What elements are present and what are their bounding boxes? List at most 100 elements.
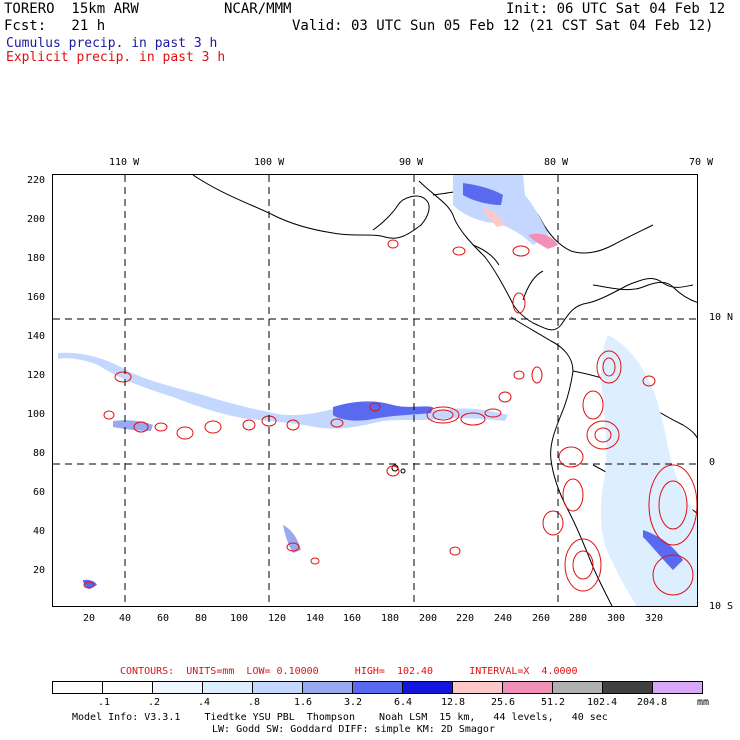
legend-label: 12.8 — [441, 697, 466, 708]
legend-label: 1.6 — [294, 697, 313, 708]
caribbean-precip-heavy — [483, 207, 505, 227]
country-borders — [472, 244, 544, 301]
x-label: 40 — [119, 613, 132, 624]
model-info-line1: Model Info: V3.3.1 Tiedtke YSU PBL Thomp… — [72, 712, 608, 723]
legend-swatch — [303, 682, 353, 693]
legend-swatch — [353, 682, 403, 693]
lon-label: 80 W — [544, 157, 569, 168]
graticule — [53, 175, 697, 606]
x-label: 240 — [494, 613, 513, 624]
legend-label: .4 — [198, 697, 211, 708]
explicit-precip-contours — [83, 239, 697, 596]
x-label: 100 — [230, 613, 249, 624]
y-label: 80 — [33, 448, 46, 459]
x-label: 120 — [268, 613, 287, 624]
y-label: 20 — [33, 565, 46, 576]
galapagos-island — [400, 468, 406, 474]
legend-label: 3.2 — [344, 697, 363, 708]
contour-info: CONTOURS: UNITS=mm LOW= 0.10000 HIGH= 10… — [120, 666, 578, 677]
y-label: 100 — [27, 409, 46, 420]
y-label: 60 — [33, 487, 46, 498]
legend-label: 204.8 — [637, 697, 668, 708]
legend-label: mm — [697, 697, 710, 708]
contour — [594, 427, 612, 443]
isolated-cell — [283, 525, 301, 553]
legend-label: 51.2 — [541, 697, 566, 708]
colombia-venezuela-coast — [592, 281, 697, 303]
y-label: 200 — [27, 214, 46, 225]
x-label: 200 — [419, 613, 438, 624]
contour — [432, 409, 454, 421]
contour — [286, 419, 300, 431]
x-label: 20 — [83, 613, 96, 624]
legend-swatch — [253, 682, 303, 693]
legend-label: .2 — [148, 697, 161, 708]
y-label: 180 — [27, 253, 46, 264]
x-label: 60 — [157, 613, 170, 624]
contour — [652, 554, 694, 596]
legend-colorbar — [52, 681, 703, 694]
contour — [596, 350, 622, 384]
legend-swatch — [503, 682, 553, 693]
y-label: 140 — [27, 331, 46, 342]
valid-time: Valid: 03 UTC Sun 05 Feb 12 (21 CST Sat … — [292, 18, 714, 34]
contour — [542, 510, 564, 536]
contour — [449, 546, 461, 556]
lon-label: 70 W — [689, 157, 714, 168]
contour — [484, 408, 502, 418]
contour — [154, 422, 168, 432]
contour — [572, 550, 594, 580]
south-america-west-coast — [510, 316, 613, 606]
legend-label: 6.4 — [394, 697, 413, 708]
x-label: 180 — [381, 613, 400, 624]
x-label: 320 — [645, 613, 664, 624]
lat-label: 0 — [709, 457, 716, 468]
lon-label: 110 W — [109, 157, 140, 168]
contour — [387, 239, 399, 249]
forecast-hour: Fcst: 21 h — [4, 18, 106, 34]
legend-swatch — [153, 682, 203, 693]
itcz-band-core — [333, 401, 433, 421]
legend-label: 102.4 — [587, 697, 618, 708]
contour — [133, 421, 149, 433]
contour — [83, 581, 95, 589]
x-label: 280 — [569, 613, 588, 624]
x-label: 160 — [343, 613, 362, 624]
legend-swatch — [553, 682, 603, 693]
lon-label: 100 W — [254, 157, 285, 168]
contour — [658, 480, 688, 530]
y-label: 120 — [27, 370, 46, 381]
init-time: Init: 06 UTC Sat 04 Feb 12 — [506, 1, 726, 17]
south-america-precip — [600, 335, 697, 606]
contour — [310, 557, 320, 565]
itcz-southern-band — [113, 420, 153, 431]
legend-swatch — [653, 682, 702, 693]
contour — [513, 370, 525, 380]
legend-swatch — [403, 682, 453, 693]
contour — [642, 375, 656, 387]
contour — [286, 542, 300, 552]
y-label: 160 — [27, 292, 46, 303]
caribbean-precip-heavy — [528, 233, 558, 249]
contour — [386, 465, 400, 477]
lon-label: 90 W — [399, 157, 424, 168]
contour — [369, 402, 381, 412]
x-label: 260 — [532, 613, 551, 624]
org-label: NCAR/MMM — [224, 1, 292, 17]
central-america-pacific-coast — [418, 180, 694, 331]
contour — [512, 292, 526, 314]
model-info-line2: LW: Godd SW: Goddard DIFF: simple KM: 2D… — [212, 724, 495, 735]
legend-label: .1 — [98, 697, 111, 708]
contour — [498, 391, 512, 403]
contour — [452, 246, 466, 256]
contour — [330, 418, 344, 428]
caribbean-precip-core — [463, 183, 503, 205]
contour — [564, 538, 602, 592]
amazon-precip-core — [643, 530, 683, 570]
contour — [648, 464, 697, 546]
x-label: 220 — [456, 613, 475, 624]
lat-label: 10 S — [709, 601, 734, 612]
legend-swatch — [103, 682, 153, 693]
y-label: 220 — [27, 175, 46, 186]
legend-swatch — [453, 682, 503, 693]
